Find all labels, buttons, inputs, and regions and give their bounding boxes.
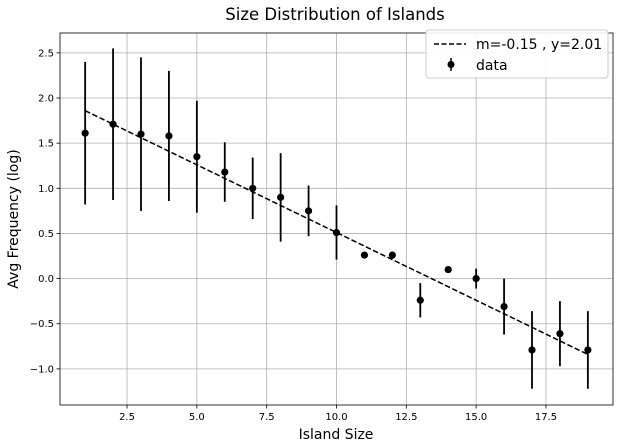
data-point <box>165 132 173 140</box>
data-point <box>500 302 508 311</box>
data-point <box>584 346 592 354</box>
data-point <box>277 193 285 201</box>
data-point <box>249 184 257 192</box>
chart-title: Size Distribution of Islands <box>225 5 444 24</box>
data-point <box>193 153 201 161</box>
data-point <box>360 251 369 259</box>
x-tick-label: 7.5 <box>259 412 275 423</box>
y-tick-label: 1.5 <box>38 139 54 150</box>
data-point <box>416 296 424 304</box>
data-point <box>109 120 117 128</box>
x-tick-label: 12.5 <box>395 412 417 423</box>
data-layer <box>81 48 592 389</box>
x-tick-label: 2.5 <box>119 412 135 423</box>
y-tick-label: 0.5 <box>38 229 54 240</box>
axis-ticks: 2.5 5.0 7.5 10.0 12.5 15.0 17.5 −1.0 −0.5 0.0 0.5 1… <box>30 48 557 423</box>
data-point <box>528 346 536 354</box>
x-tick-label: 17.5 <box>535 412 557 423</box>
y-axis-label: Avg Frequency (log) <box>6 149 22 288</box>
y-tick-label: 2.5 <box>38 48 54 59</box>
legend-box <box>425 29 609 79</box>
legend-label-fit: m=-0.15 , y=2.01 <box>476 37 602 53</box>
data-point <box>137 130 145 138</box>
data-point <box>556 330 564 338</box>
x-tick-label: 5.0 <box>189 412 205 423</box>
data-point <box>332 228 341 237</box>
y-tick-label: 1.0 <box>38 184 54 195</box>
plot-frame <box>59 32 614 406</box>
x-tick-label: 10.0 <box>325 412 347 423</box>
data-point <box>444 265 452 274</box>
y-tick-label: −0.5 <box>30 319 54 330</box>
data-point <box>81 129 89 137</box>
legend-label-data: data <box>476 58 508 74</box>
y-tick-label: 2.0 <box>38 94 54 105</box>
fit-line <box>84 109 589 356</box>
legend: m=-0.15 , y=2.01 data <box>425 29 609 79</box>
data-point <box>304 207 313 215</box>
y-tick-label: 0.0 <box>38 274 54 285</box>
legend-marker-swatch <box>447 61 455 68</box>
x-axis-label: Island Size <box>299 427 374 443</box>
data-point <box>388 251 396 259</box>
x-tick-label: 15.0 <box>465 412 487 423</box>
y-tick-label: −1.0 <box>30 364 54 375</box>
data-point <box>472 274 480 283</box>
data-point <box>221 168 229 176</box>
